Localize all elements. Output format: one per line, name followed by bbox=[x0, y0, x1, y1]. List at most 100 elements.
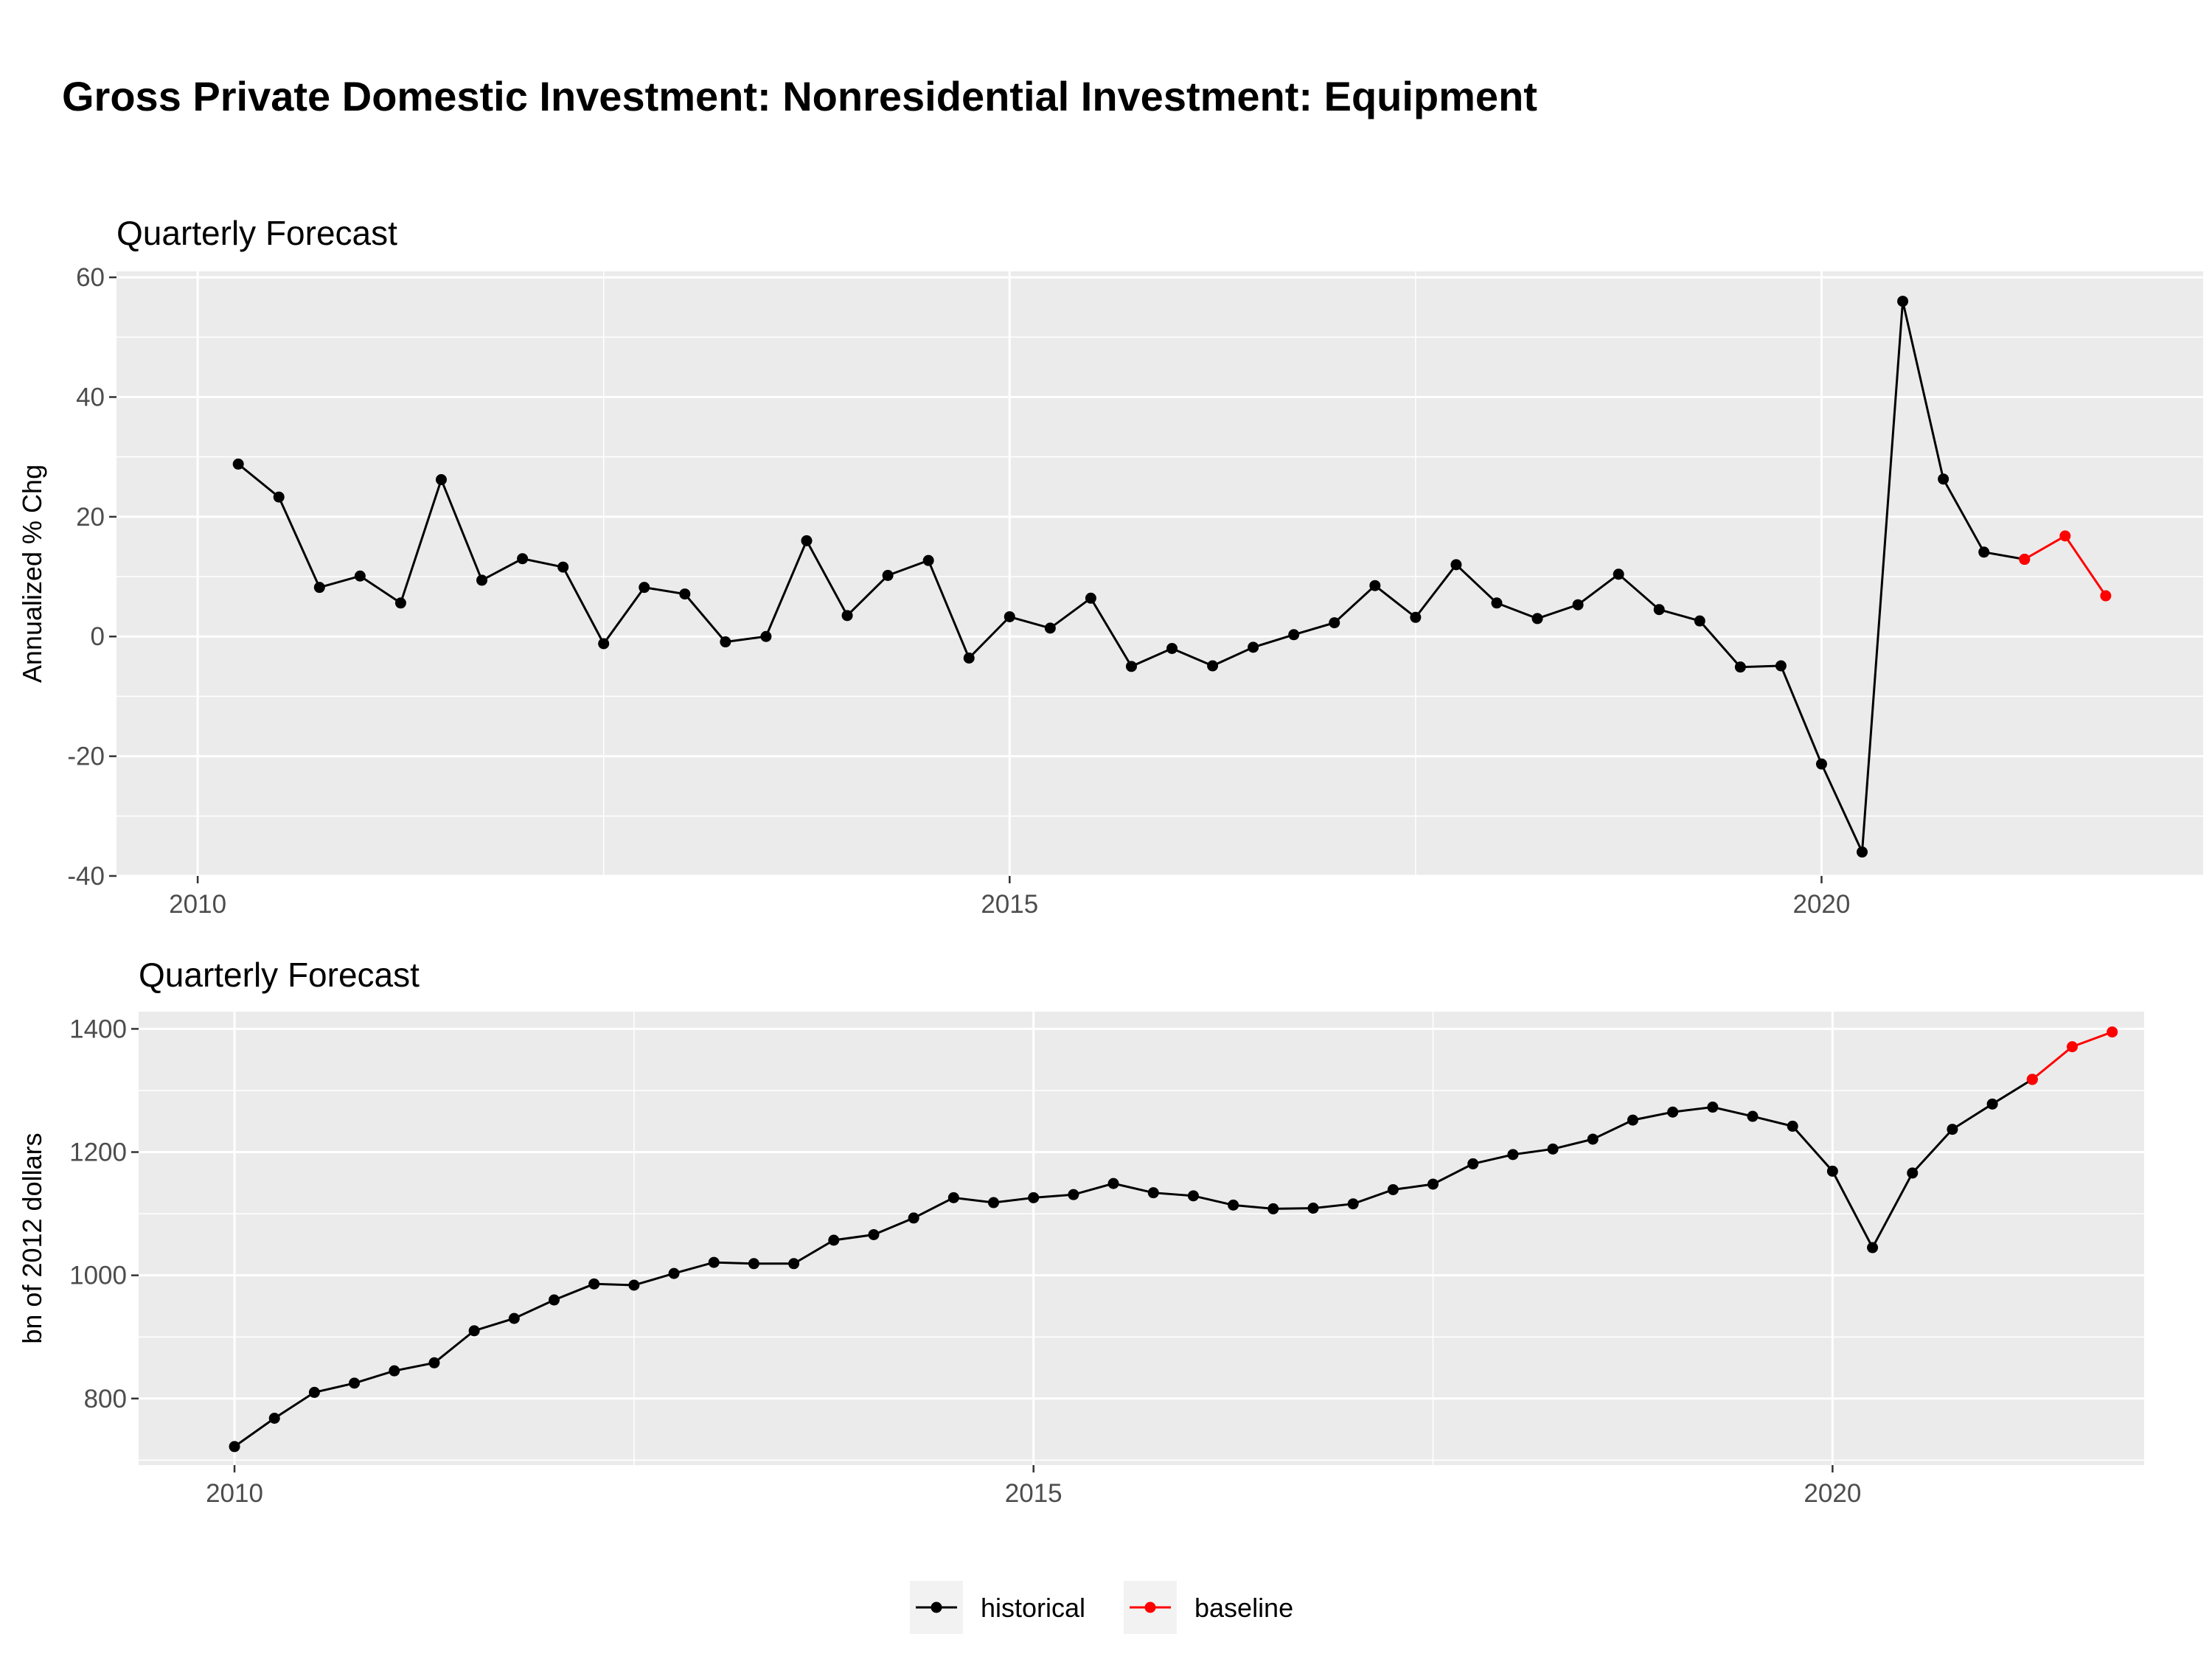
data-point-historical bbox=[598, 638, 610, 650]
data-point-historical bbox=[1467, 1158, 1479, 1169]
data-point-historical bbox=[1627, 1114, 1638, 1126]
data-point-historical bbox=[1547, 1143, 1559, 1155]
data-point-historical bbox=[1369, 580, 1381, 591]
data-point-historical bbox=[922, 554, 934, 566]
x-tick-label: 2020 bbox=[1793, 890, 1851, 919]
data-point-historical bbox=[1986, 1098, 1998, 1110]
data-point-historical bbox=[841, 610, 853, 622]
series-baseline bbox=[2019, 530, 2112, 602]
chart-panel-2: 800 1000 1200 1400 2010 2015 2020 Quarterly For… bbox=[17, 956, 2144, 1508]
y-tick-label: 60 bbox=[76, 263, 105, 292]
x-tick-label: 2010 bbox=[169, 890, 226, 919]
data-point-historical bbox=[1307, 1203, 1319, 1214]
data-point-historical bbox=[394, 597, 406, 609]
data-point-historical bbox=[1938, 473, 1950, 485]
data-point-historical bbox=[232, 458, 244, 470]
legend-item-baseline: baseline bbox=[1124, 1581, 1293, 1634]
legend-key-point bbox=[1144, 1601, 1156, 1613]
data-point-historical bbox=[1978, 546, 1990, 558]
y-tick-label: -40 bbox=[67, 862, 105, 891]
x-tick-label: 2015 bbox=[981, 890, 1038, 919]
data-point-historical bbox=[708, 1256, 720, 1268]
data-point-historical bbox=[908, 1212, 919, 1224]
y-tick-label: -20 bbox=[67, 742, 105, 771]
data-point-historical bbox=[557, 561, 569, 573]
data-point-historical bbox=[1085, 592, 1096, 604]
data-point-historical bbox=[628, 1279, 640, 1291]
data-point-historical bbox=[468, 1325, 480, 1337]
data-point-historical bbox=[517, 553, 529, 565]
data-point-historical bbox=[508, 1312, 520, 1324]
y-tick-label: 1400 bbox=[69, 1015, 127, 1043]
data-point-historical bbox=[1787, 1120, 1798, 1132]
data-point-historical bbox=[1857, 846, 1868, 858]
y-tick-label: 1000 bbox=[69, 1262, 127, 1290]
data-point-historical bbox=[1187, 1190, 1199, 1202]
data-point-historical bbox=[476, 574, 488, 586]
data-point-historical bbox=[1507, 1149, 1519, 1161]
data-point-baseline bbox=[2059, 530, 2071, 542]
y-tick-label: 800 bbox=[84, 1385, 127, 1413]
data-point-historical bbox=[389, 1365, 400, 1377]
data-point-historical bbox=[1572, 599, 1584, 611]
data-point-historical bbox=[1166, 642, 1178, 654]
data-point-baseline bbox=[2100, 590, 2112, 602]
data-point-historical bbox=[354, 570, 366, 582]
panel-background bbox=[116, 271, 2203, 876]
data-point-historical bbox=[549, 1294, 560, 1306]
x-tick-label: 2020 bbox=[1804, 1479, 1861, 1508]
data-point-historical bbox=[1267, 1203, 1279, 1214]
data-point-historical bbox=[588, 1278, 600, 1290]
data-point-historical bbox=[720, 636, 731, 648]
data-point-historical bbox=[828, 1234, 840, 1246]
y-axis-title: Annualized % Chg bbox=[17, 465, 47, 683]
data-point-historical bbox=[229, 1441, 240, 1453]
data-point-historical bbox=[1867, 1242, 1879, 1253]
data-point-historical bbox=[313, 582, 325, 594]
data-point-historical bbox=[1450, 559, 1462, 571]
data-point-historical bbox=[1667, 1106, 1679, 1118]
data-point-historical bbox=[268, 1412, 280, 1424]
data-point-historical bbox=[1387, 1183, 1399, 1195]
y-tick-label: 0 bbox=[91, 622, 105, 651]
legend-key-point bbox=[931, 1601, 942, 1613]
panel-subtitle: Quarterly Forecast bbox=[139, 956, 420, 994]
data-point-historical bbox=[1125, 661, 1137, 672]
legend-item-historical: historical bbox=[910, 1581, 1085, 1634]
data-point-historical bbox=[1815, 758, 1827, 770]
data-point-historical bbox=[1653, 604, 1665, 616]
data-point-historical bbox=[1587, 1133, 1599, 1145]
data-point-historical bbox=[1613, 568, 1624, 580]
data-point-historical bbox=[1147, 1187, 1159, 1199]
data-point-historical bbox=[1068, 1189, 1079, 1200]
data-point-baseline bbox=[2107, 1026, 2118, 1038]
series-baseline bbox=[2026, 1026, 2118, 1085]
series-historical bbox=[229, 1074, 2038, 1453]
data-point-historical bbox=[435, 474, 447, 486]
chart-legend: historical baseline bbox=[910, 1581, 1293, 1634]
data-point-historical bbox=[639, 582, 650, 594]
y-tick-label: 1200 bbox=[69, 1138, 127, 1167]
legend-label: baseline bbox=[1194, 1593, 1293, 1623]
panel-background bbox=[139, 1012, 2144, 1465]
data-point-historical bbox=[1775, 660, 1787, 672]
chart-panel-1: -40 -20 0 20 40 60 2010 2015 2020 Quarterly Forec… bbox=[17, 214, 2203, 919]
data-point-historical bbox=[1427, 1178, 1439, 1190]
x-tick-label: 2010 bbox=[206, 1479, 263, 1508]
data-point-historical bbox=[349, 1377, 361, 1389]
y-axis-title: bn of 2012 dollars bbox=[17, 1133, 47, 1343]
data-point-historical bbox=[1826, 1165, 1838, 1177]
data-point-historical bbox=[963, 652, 975, 664]
chart-main-title: Gross Private Domestic Investment: Nonre… bbox=[62, 73, 1537, 119]
data-point-historical bbox=[1694, 615, 1705, 627]
data-point-historical bbox=[882, 569, 894, 581]
data-point-historical bbox=[1107, 1178, 1119, 1189]
data-point-historical bbox=[868, 1228, 880, 1240]
data-point-historical bbox=[1248, 641, 1259, 653]
data-point-historical bbox=[1329, 617, 1340, 629]
data-point-historical bbox=[801, 535, 813, 546]
data-point-historical bbox=[1897, 296, 1909, 307]
series-line-historical bbox=[234, 1078, 2034, 1448]
legend-label: historical bbox=[981, 1593, 1085, 1623]
